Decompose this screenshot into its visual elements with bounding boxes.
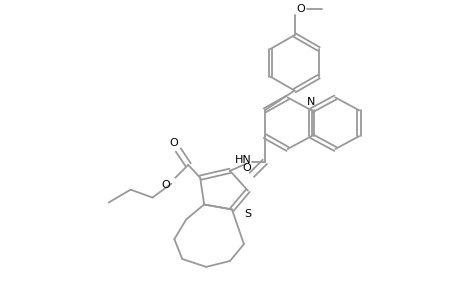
Text: O: O [296, 4, 304, 14]
Text: HN: HN [234, 155, 251, 165]
Text: S: S [244, 209, 251, 219]
Text: O: O [168, 138, 177, 148]
Text: O: O [161, 180, 169, 190]
Text: O: O [242, 163, 251, 173]
Text: N: N [307, 98, 315, 107]
